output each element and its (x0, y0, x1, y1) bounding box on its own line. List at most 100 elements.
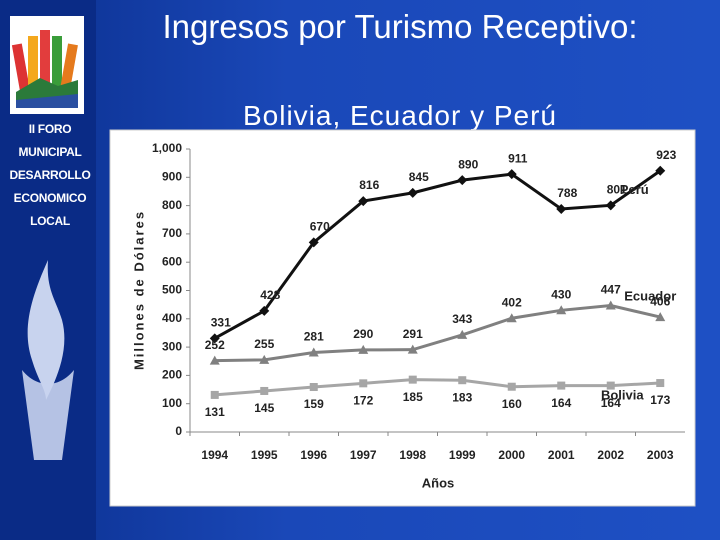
point (457, 175, 468, 186)
y-tick-label: 400 (162, 311, 182, 325)
x-tick-label: 1997 (350, 448, 377, 462)
point (308, 347, 319, 357)
point (260, 386, 269, 395)
data-label: 343 (452, 312, 472, 326)
point (655, 165, 666, 176)
y-axis-label: Millones de Dólares (131, 210, 146, 370)
x-tick-label: 1998 (399, 448, 426, 462)
x-axis-label: Años (422, 475, 455, 490)
x-tick-label: 1999 (449, 448, 476, 462)
data-label: 172 (353, 393, 373, 407)
point (359, 379, 368, 388)
data-label: 145 (254, 401, 274, 415)
series-line (214, 378, 661, 397)
data-label: 801 (607, 182, 627, 196)
data-label: 923 (656, 148, 676, 162)
data-label: 430 (551, 287, 571, 301)
data-label: 255 (254, 337, 274, 351)
data-label: 185 (403, 390, 423, 404)
point (407, 344, 418, 354)
point (506, 169, 517, 180)
sidebar-line: MUNICIPAL (18, 145, 82, 159)
data-label: 670 (310, 220, 330, 234)
x-tick-label: 2003 (647, 448, 674, 462)
x-tick-label: 2002 (597, 448, 624, 462)
sidebar-line: II FORO (28, 122, 72, 136)
point (358, 196, 369, 207)
sidebar-line: DESARROLLO (9, 168, 91, 182)
point (209, 333, 220, 344)
data-label: 428 (260, 288, 280, 302)
y-tick-label: 300 (162, 339, 182, 353)
point (457, 329, 468, 339)
series-line (214, 169, 662, 340)
data-label: 816 (359, 178, 379, 192)
data-label: 290 (353, 327, 373, 341)
data-label: 183 (452, 390, 472, 404)
logos (10, 16, 84, 460)
data-label: 331 (211, 315, 231, 329)
series-name: Ecuador (624, 289, 676, 304)
point (556, 305, 567, 315)
chart-title: Ingresos por Turismo Receptivo: (162, 8, 638, 45)
y-tick-label: 1,000 (152, 141, 182, 155)
y-tick-label: 600 (162, 254, 182, 268)
data-label: 402 (502, 295, 522, 309)
point (407, 187, 418, 198)
data-label: 164 (551, 396, 571, 410)
sidebar-line: ECONOMICO (13, 191, 87, 205)
sidebar-line: LOCAL (30, 214, 70, 228)
point (606, 381, 615, 390)
point (210, 390, 219, 399)
y-tick-label: 0 (175, 424, 182, 438)
data-label: 252 (205, 338, 225, 352)
x-tick-label: 2001 (548, 448, 575, 462)
point (605, 200, 616, 211)
series-name: Perú (620, 182, 649, 197)
x-tick-label: 1994 (201, 448, 228, 462)
point (309, 383, 318, 392)
series-line (214, 303, 661, 363)
data-label: 281 (304, 330, 324, 344)
y-tick-label: 700 (162, 226, 182, 240)
point (358, 344, 369, 354)
chart-subtitle: Bolivia, Ecuador y Perú (242, 100, 558, 131)
y-tick-label: 100 (162, 396, 182, 410)
data-label: 160 (502, 397, 522, 411)
y-tick-label: 500 (162, 283, 182, 297)
x-tick-label: 2000 (498, 448, 525, 462)
point (458, 376, 467, 385)
point (556, 203, 567, 214)
data-label: 447 (601, 283, 621, 297)
y-tick-label: 200 (162, 368, 182, 382)
point (308, 237, 319, 248)
data-label: 890 (458, 157, 478, 171)
data-label: 164 (601, 396, 621, 410)
data-label: 845 (409, 170, 429, 184)
data-label: 173 (650, 393, 670, 407)
data-label: 911 (508, 151, 528, 165)
series-name: Bolivia (601, 387, 644, 402)
point (605, 300, 616, 310)
point (507, 382, 516, 391)
data-label: 131 (205, 405, 225, 419)
y-tick-label: 900 (162, 169, 182, 183)
y-tick-label: 800 (162, 198, 182, 212)
chart-area (109, 129, 696, 507)
sidebar: II FORO MUNICIPAL DESARROLLO ECONOMICO L… (0, 0, 96, 540)
x-tick-label: 1995 (251, 448, 278, 462)
x-tick-label: 1996 (300, 448, 327, 462)
point (259, 305, 270, 316)
point (408, 375, 417, 384)
data-label: 291 (403, 327, 423, 341)
data-label: 788 (557, 186, 577, 200)
sidebar-text: II FORO MUNICIPAL DESARROLLO ECONOMICO L… (0, 118, 100, 233)
point (557, 381, 566, 390)
point (656, 379, 665, 388)
point (655, 312, 666, 322)
data-label: 406 (650, 294, 670, 308)
data-label: 159 (304, 397, 324, 411)
point (209, 355, 220, 365)
